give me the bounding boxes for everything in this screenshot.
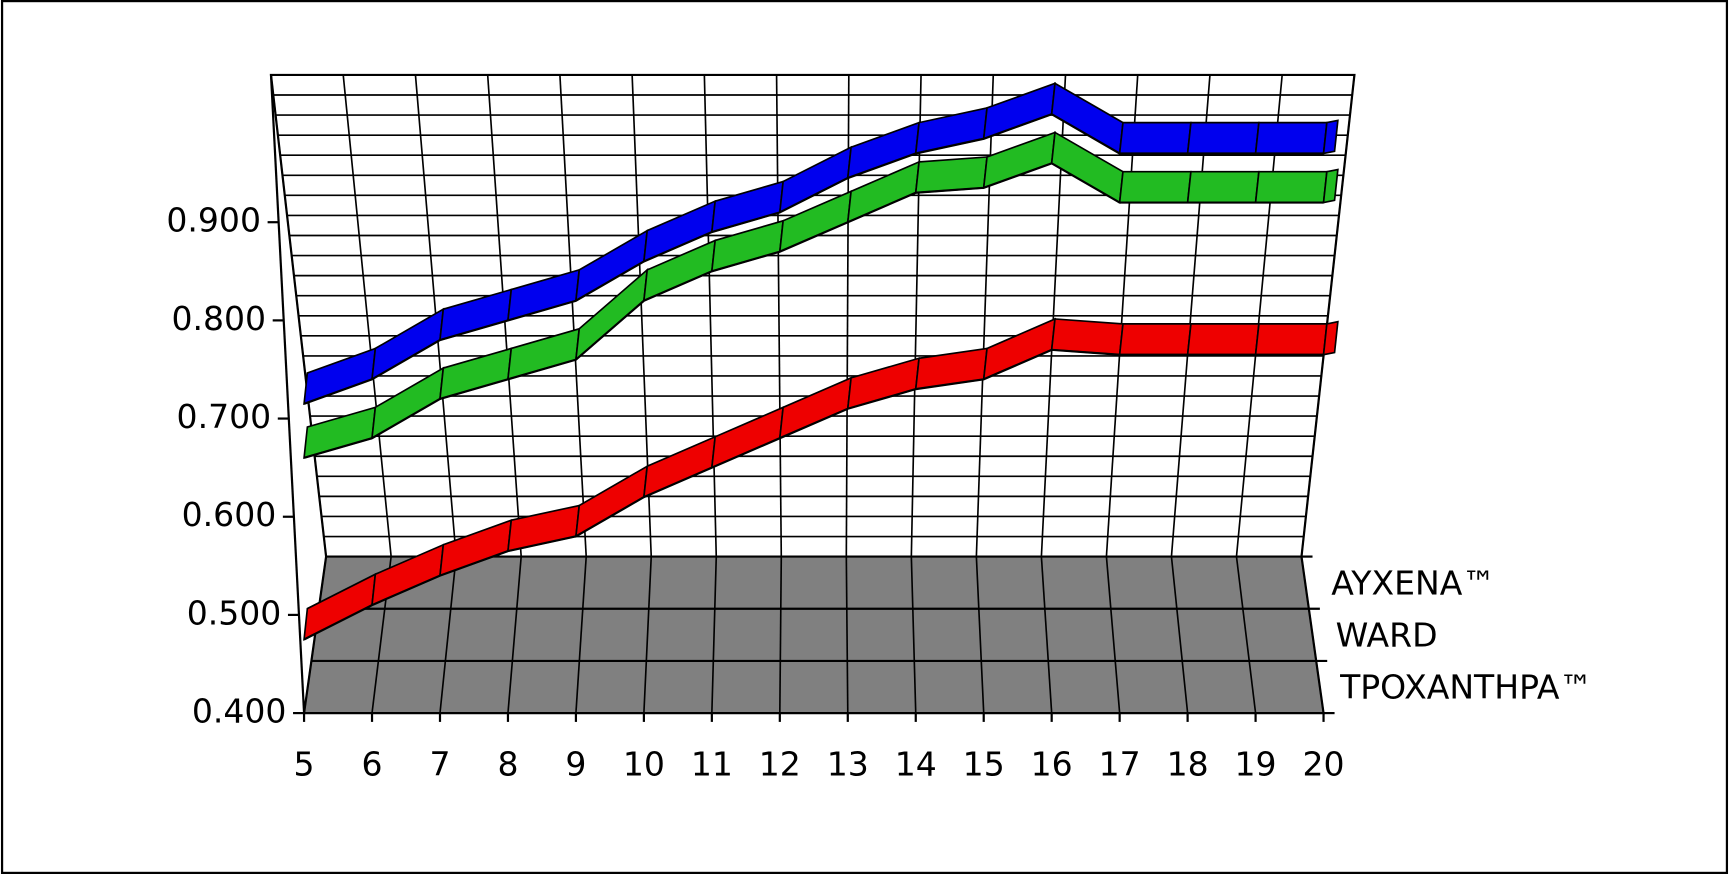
x-tick-label: 18 (1167, 744, 1209, 783)
ribbon-face (1186, 323, 1260, 356)
x-tick-label: 19 (1235, 744, 1277, 783)
wall-vertical (703, 74, 718, 557)
y-tick-label: 0.400 (192, 692, 287, 731)
ribbon-face (1050, 318, 1124, 356)
series-line (303, 162, 1324, 459)
x-tick-label: 16 (1031, 744, 1073, 783)
x-tick-label: 15 (963, 744, 1005, 783)
x-tick-label: 13 (827, 744, 869, 783)
x-tick-label: 14 (895, 744, 937, 783)
ribbon-face (1254, 170, 1328, 204)
legend-label: AYXENA™ (1331, 563, 1495, 602)
series-line (303, 113, 1324, 405)
ribbon-face (1186, 170, 1260, 204)
legend-label: TPOXANTHPA™ (1339, 668, 1592, 707)
floor-vertical (1040, 556, 1053, 714)
x-tick-label: 9 (565, 744, 586, 783)
wall-vertical (1300, 74, 1356, 557)
floor-vertical (975, 556, 985, 714)
floor-vertical (711, 556, 718, 714)
ribbon-face (1118, 170, 1192, 204)
x-tick-label: 12 (759, 744, 801, 783)
wall-vertical (270, 74, 327, 557)
legend-label: WARD (1336, 616, 1438, 655)
ribbon-face (1118, 121, 1192, 155)
floor-vertical (439, 556, 457, 714)
floor-vertical (910, 556, 917, 714)
ribbon-face (1186, 121, 1260, 155)
x-tick-label: 11 (691, 744, 733, 783)
y-tick-label: 0.800 (171, 299, 266, 338)
x-tick-label: 6 (362, 744, 383, 783)
floor-vertical (1300, 556, 1325, 714)
x-tick-label: 5 (294, 744, 315, 783)
x-tick-label: 10 (623, 744, 665, 783)
wall-vertical (775, 74, 783, 557)
ribbon-end (1322, 320, 1339, 356)
x-tick-label: 20 (1303, 744, 1345, 783)
floor-vertical (1105, 556, 1121, 714)
ribbon-face (1254, 323, 1328, 356)
floor-vertical (845, 556, 849, 714)
x-tick-label: 8 (497, 744, 518, 783)
y-tick-label: 0.700 (177, 397, 272, 436)
series-line (303, 348, 1324, 641)
y-tick-label: 0.500 (187, 593, 282, 632)
ribbon-end (1322, 119, 1339, 155)
y-axis (269, 74, 306, 714)
ribbon-end (1322, 168, 1339, 204)
wall-vertical (1105, 74, 1139, 557)
wall-vertical (1235, 74, 1283, 557)
floor-vertical (1235, 556, 1257, 714)
wall-vertical (1170, 74, 1211, 557)
floor-vertical (643, 556, 653, 714)
floor (302, 555, 1325, 715)
y-tick-label: 0.600 (182, 495, 277, 534)
floor-vertical (575, 556, 588, 714)
wall-vertical (910, 74, 922, 557)
floor-vertical (778, 556, 783, 714)
x-tick-label: 7 (429, 744, 450, 783)
floor-vertical (507, 556, 523, 714)
ribbon-face (1118, 323, 1192, 356)
x-tick-label: 17 (1099, 744, 1141, 783)
wall-vertical (342, 74, 392, 557)
ribbon-face (1254, 121, 1328, 155)
floor-vertical (1170, 556, 1189, 714)
wall-vertical (559, 74, 588, 557)
y-tick-label: 0.900 (166, 201, 261, 240)
